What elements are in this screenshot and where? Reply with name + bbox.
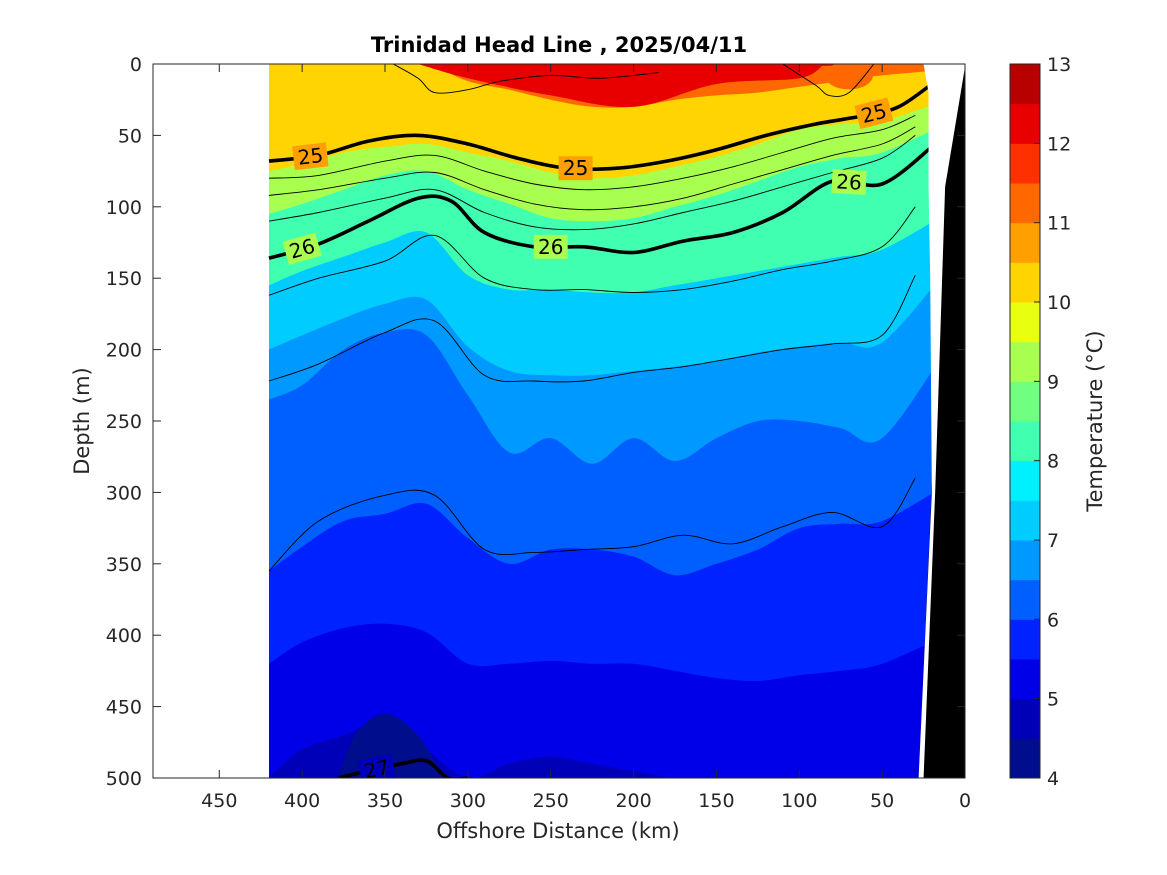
colorbar-segment	[1010, 540, 1040, 581]
thin-contour-3	[268, 206, 916, 296]
y-tick-label: 400	[106, 625, 142, 647]
colorbar-tick-label: 10	[1047, 292, 1071, 314]
thin-contour-0	[268, 114, 916, 191]
contour-label-26-1: 26	[533, 234, 568, 259]
x-axis-label: Offshore Distance (km)	[436, 819, 679, 843]
x-tick-label: 200	[615, 790, 651, 812]
thin-contours	[268, 64, 916, 572]
band-warm-core	[418, 64, 825, 108]
x-tick-label: 250	[533, 790, 569, 812]
x-tick-label: 300	[450, 790, 486, 812]
colorbar-segment	[1010, 302, 1040, 343]
colorbar-segment	[1010, 222, 1040, 263]
colorbar: 4 5 6 7 8 9 10 11 12 13	[1009, 54, 1071, 790]
thin-contour-5	[268, 477, 916, 572]
y-tick-label: 0	[130, 54, 142, 76]
colorbar-segment	[1010, 579, 1040, 620]
x-tick-label: 150	[698, 790, 734, 812]
y-tick-label: 500	[106, 768, 142, 790]
contour-label-25-1: 25	[558, 156, 593, 181]
colorbar-segment	[1010, 143, 1040, 184]
colorbar-segment	[1010, 421, 1040, 462]
colorbar-segment	[1010, 183, 1040, 224]
y-tick-label: 150	[106, 268, 142, 290]
colorbar-segment	[1010, 500, 1040, 541]
colorbar-segment	[1010, 659, 1040, 700]
colorbar-segment	[1010, 381, 1040, 422]
contour-label-26-0: 26	[282, 232, 322, 265]
seafloor-wedge	[923, 66, 965, 778]
colorbar-tick-label: 11	[1047, 213, 1071, 235]
colorbar-tick-label: 6	[1047, 609, 1059, 631]
svg-text:25: 25	[296, 143, 324, 170]
colorbar-segment	[1010, 698, 1040, 739]
thin-contour-7	[782, 64, 875, 97]
colorbar-segment	[1010, 619, 1040, 660]
thin-contour-6	[393, 64, 659, 94]
band-t_10	[269, 64, 946, 179]
thin-contour-1	[268, 126, 916, 211]
colorbar-frame	[1009, 63, 1041, 779]
x-tick-label: 0	[959, 790, 971, 812]
colorbar-tick-label: 5	[1047, 689, 1059, 711]
thin-contour-2	[268, 135, 916, 231]
colorbar-tick-label: 4	[1047, 768, 1059, 790]
svg-text:27: 27	[362, 755, 392, 784]
contour-label-26-2: 26	[831, 169, 867, 195]
x-axis: 450 400 350 300 250 200 150 100 50 0	[201, 64, 971, 812]
contour-25	[268, 82, 933, 172]
colorbar-tick-label: 7	[1047, 530, 1059, 552]
contour-label-25-2: 25	[854, 97, 894, 130]
contour-label-25-0: 25	[292, 142, 329, 171]
x-tick-label: 100	[781, 790, 817, 812]
y-tick-label: 250	[106, 411, 142, 433]
colorbar-segment	[1010, 262, 1040, 303]
colorbar-tick-label: 12	[1047, 133, 1071, 155]
colorbar-segment	[1010, 64, 1040, 105]
colorbar-segment	[1010, 103, 1040, 144]
thin-contour-4	[268, 275, 916, 383]
y-tick-label: 450	[106, 697, 142, 719]
y-tick-label: 300	[106, 482, 142, 504]
x-tick-label: 350	[367, 790, 403, 812]
y-axis: 0 50 100 150 200 250 300 350 400 450 500	[106, 54, 965, 790]
density-contours: 25 25 25 26 26 26 27	[268, 82, 934, 784]
band-coastal-warm	[825, 64, 873, 90]
colorbar-segment	[1010, 341, 1040, 382]
colorbar-tick-label: 8	[1047, 451, 1059, 473]
colorbar-tick-label: 13	[1047, 54, 1071, 76]
y-axis-label: Depth (m)	[70, 367, 94, 474]
contour-label-27-0: 27	[357, 753, 396, 784]
y-tick-label: 350	[106, 554, 142, 576]
x-tick-label: 450	[201, 790, 237, 812]
y-tick-label: 50	[118, 125, 142, 147]
x-tick-label: 400	[284, 790, 320, 812]
y-tick-label: 100	[106, 197, 142, 219]
colorbar-tick-label: 9	[1047, 371, 1059, 393]
contour-26	[268, 145, 934, 260]
svg-text:25: 25	[563, 156, 588, 180]
x-tick-label: 50	[870, 790, 894, 812]
colorbar-segment	[1010, 460, 1040, 501]
chart-title: Trinidad Head Line , 2025/04/11	[371, 33, 747, 57]
svg-text:26: 26	[836, 169, 863, 194]
plot-area: 25 25 25 26 26 26 27	[153, 64, 965, 784]
y-tick-label: 200	[106, 340, 142, 362]
colorbar-label: Temperature (°C)	[1083, 330, 1107, 512]
svg-text:26: 26	[538, 235, 563, 259]
colorbar-segment	[1010, 738, 1040, 779]
